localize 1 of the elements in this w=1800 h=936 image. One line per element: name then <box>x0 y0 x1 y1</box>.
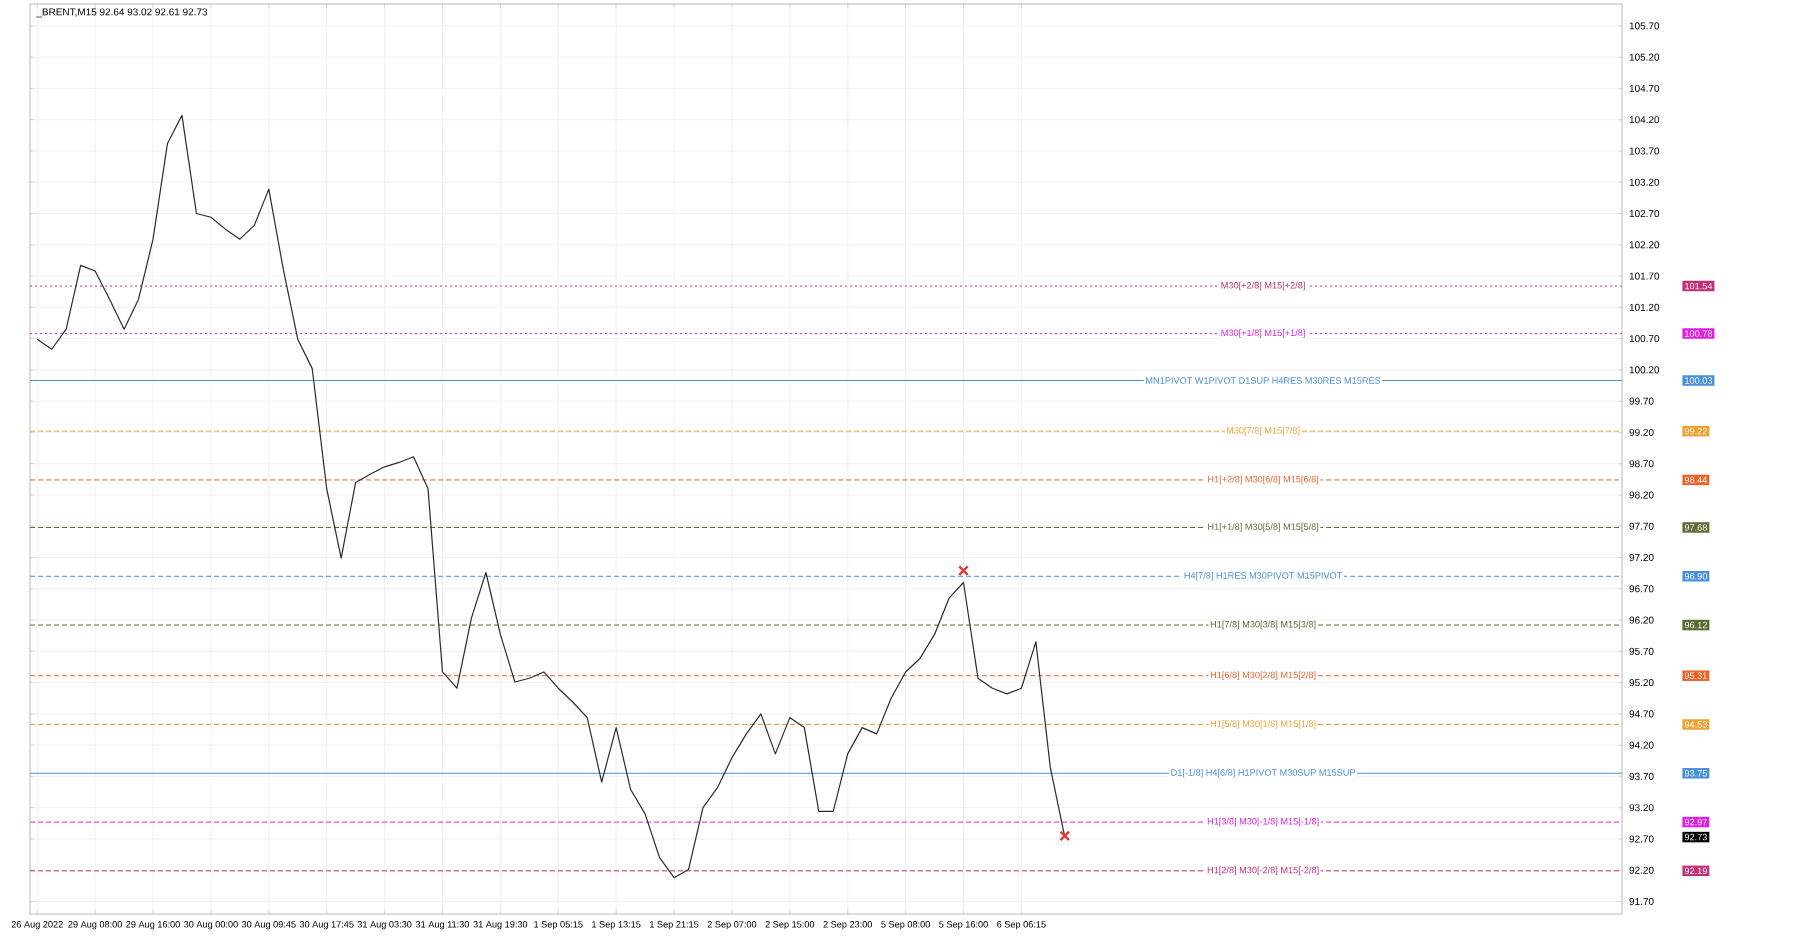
line-series <box>36 114 1066 879</box>
